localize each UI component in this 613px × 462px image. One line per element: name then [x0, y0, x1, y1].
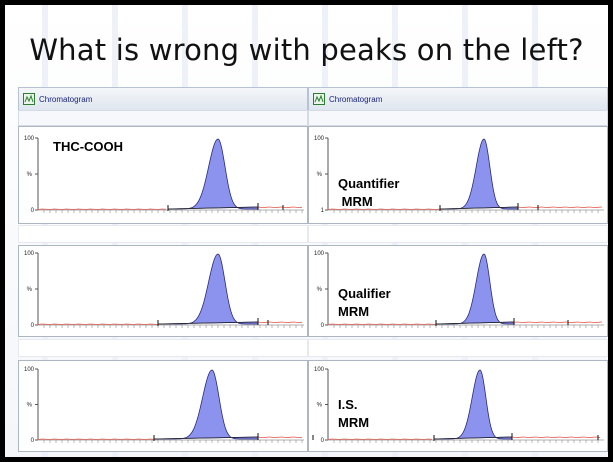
panel-label-line: I.S.	[338, 397, 358, 412]
baseline-trace	[327, 208, 441, 210]
panel-label-line: MRM	[338, 194, 373, 209]
chromatogram-chart-right-3: 100% 0	[314, 367, 604, 444]
right-window-title: Chromatogram	[329, 94, 383, 104]
baseline-trace	[37, 438, 155, 440]
baseline-trace	[327, 323, 437, 325]
y-tick-label: 100	[24, 136, 35, 142]
y-tick-label: 0	[321, 323, 325, 329]
y-tick-label: 0	[31, 438, 35, 444]
baseline-trace	[257, 321, 303, 324]
baseline-trace	[513, 321, 603, 324]
baseline-trace	[511, 436, 601, 439]
integration-baseline	[153, 436, 259, 440]
panel-label-qualifier: Qualifier MRM	[338, 285, 391, 321]
y-tick-label: %	[317, 287, 323, 293]
left-row-separator-1	[18, 225, 308, 243]
peak-area	[157, 253, 259, 325]
y-tick-label: 0	[31, 323, 35, 329]
slide-title: What is wrong with peaks on the left?	[29, 33, 584, 67]
chromatogram-chart-left-2: 100% 0	[24, 251, 304, 329]
slide: What is wrong with peaks on the left? Ch…	[5, 5, 608, 457]
y-tick-label: %	[317, 172, 323, 178]
baseline-trace	[257, 436, 303, 439]
panel-label-line: Qualifier	[338, 286, 391, 301]
panel-label-line: MRM	[338, 415, 370, 430]
right-window-header: Chromatogram	[308, 87, 608, 111]
panel-label-line: THC-COOH	[53, 139, 124, 154]
peak-area	[433, 369, 513, 440]
panel-label-is: I.S. MRM	[338, 396, 369, 432]
baseline-trace	[257, 206, 303, 209]
chromatogram-chart-right-1: 100% 1	[314, 136, 604, 214]
y-tick-label: %	[317, 403, 323, 409]
y-tick-label: 100	[314, 251, 325, 257]
peak-area	[167, 138, 259, 210]
y-tick-label: %	[27, 172, 33, 178]
chromatogram-icon	[23, 93, 35, 105]
y-tick-label: 100	[314, 136, 325, 142]
left-row-separator-2	[18, 339, 308, 357]
y-tick-label: 1	[321, 208, 325, 214]
panel-label-line: MRM	[338, 304, 370, 319]
y-tick-label: %	[27, 287, 33, 293]
y-tick-label: 0	[31, 208, 35, 214]
y-tick-label: 100	[24, 251, 35, 257]
chromatogram-panel-right-2	[308, 245, 608, 337]
y-tick-label: 100	[24, 367, 35, 373]
panel-label-quantifier: Quantifier MRM	[338, 175, 399, 211]
right-toolbar-strip	[308, 110, 608, 126]
panel-label-thc-cooh: THC-COOH	[53, 138, 123, 156]
y-tick-label: 0	[321, 438, 325, 444]
right-row-separator-2	[308, 339, 608, 357]
chromatogram-chart-left-1: 100% 0	[24, 136, 304, 214]
right-row-separator-1	[308, 225, 608, 243]
peak-area	[439, 138, 519, 210]
integration-baseline	[433, 436, 513, 440]
chromatogram-panel-left-2	[18, 245, 308, 337]
chromatogram-icon	[313, 93, 325, 105]
chromatogram-chart-right-2: 100% 0	[314, 251, 604, 329]
chromatogram-panel-left-1	[18, 126, 308, 224]
baseline-trace	[327, 438, 433, 440]
y-tick-label: 100	[314, 367, 325, 373]
y-tick-label: %	[27, 403, 33, 409]
baseline-trace	[37, 208, 167, 210]
left-window-header: Chromatogram	[18, 87, 308, 111]
chromatogram-panel-right-3	[308, 360, 608, 452]
peak-area	[435, 253, 515, 325]
integration-baseline	[435, 321, 515, 325]
integration-baseline	[167, 206, 259, 210]
chromatogram-chart-left-3: 100% 0	[24, 367, 314, 444]
integration-baseline	[439, 206, 519, 210]
left-toolbar-strip	[18, 110, 308, 126]
baseline-trace	[517, 206, 603, 209]
baseline-trace	[37, 323, 159, 325]
integration-baseline	[157, 321, 259, 325]
left-window-title: Chromatogram	[39, 94, 93, 104]
chromatogram-panel-left-3	[18, 360, 308, 452]
panel-label-line: Quantifier	[338, 176, 400, 191]
peak-area	[153, 369, 259, 440]
